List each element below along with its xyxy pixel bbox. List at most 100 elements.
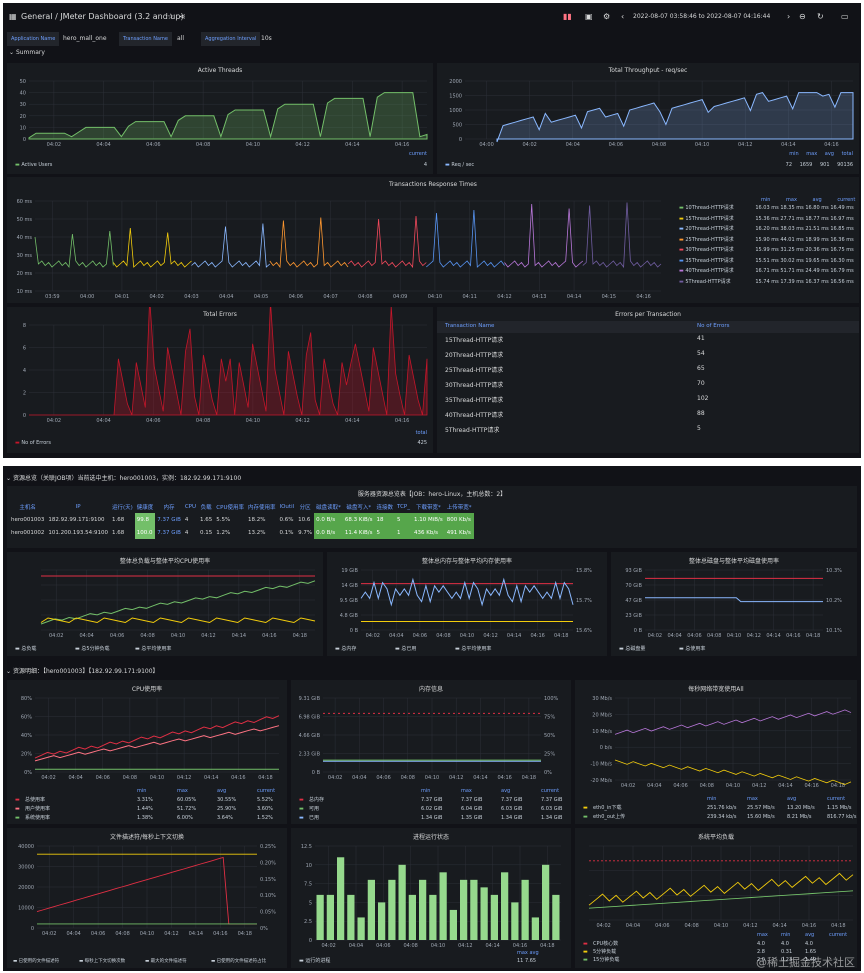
network-panel[interactable]: 每秒网络带宽使用All 30 Mb/s 20 Mb/s 10 Mb/s 0 b/s -1… xyxy=(575,680,857,824)
col-header[interactable]: 主机名 xyxy=(19,504,36,511)
x-tick-label: 04:06 xyxy=(413,633,427,639)
summary-row-toggle[interactable]: ⌄ Summary xyxy=(9,49,45,56)
refresh-icon[interactable]: ↻ xyxy=(817,12,824,21)
total-errors-panel[interactable]: Total Errors 8 6 4 2 0 04:02 04:04 04:06 04:08 04… xyxy=(7,307,433,453)
bar xyxy=(316,894,324,940)
var-transaction-select[interactable]: all xyxy=(177,35,185,42)
dashboards-icon[interactable]: ▦ xyxy=(9,12,17,21)
col-transaction-name[interactable]: Transaction Name xyxy=(445,323,495,329)
detail-row-title[interactable]: ⌄ 资源明细：【hero001003】【182.92.99.171:9100】 xyxy=(6,668,159,675)
y-tick-label: 10 xyxy=(306,863,312,869)
legend-series-item[interactable]: ▬ 20Thread-HTTP请求 16.20 ms 38.03 ms 21.51 m… xyxy=(679,226,854,232)
x-tick-label: 04:12 xyxy=(164,931,178,937)
legend-col-header[interactable]: current xyxy=(408,151,427,157)
col-header[interactable]: 上传带宽* xyxy=(446,504,472,511)
save-icon[interactable]: ▣ xyxy=(585,12,593,21)
col-header[interactable]: 磁盘读取* xyxy=(316,504,341,511)
errors-per-transaction-panel[interactable]: Errors per Transaction Transaction Name … xyxy=(437,307,859,453)
x-tick-label: 04:14 xyxy=(204,775,218,781)
legend-item: ▬ 每秒上下文切换次数 xyxy=(79,957,126,964)
throughput-panel[interactable]: Total Throughput - req/sec 2000 1500 1000 5… xyxy=(437,63,859,174)
y-tick-label: 2.33 GiB xyxy=(299,752,321,758)
y-tick-label: 0 B xyxy=(634,628,643,634)
zoom-out-icon[interactable]: ⊖ xyxy=(799,12,806,21)
total-disk-panel[interactable]: 整体总磁盘与整体平均磁盘使用率 93 GiB 70 GiB 47 GiB 23 GiB… xyxy=(611,552,857,656)
col-header[interactable]: IP xyxy=(75,503,81,510)
legend-series-item[interactable]: ▬ 40Thread-HTTP请求 16.71 ms 51.71 ms 24.49 m… xyxy=(679,268,854,274)
total-load-panel[interactable]: 整体总负载与整体平均CPU使用率 04:02 04:04 04:06 04:08 04:… xyxy=(7,552,323,656)
series-line xyxy=(347,215,427,269)
legend-series-item[interactable]: ▬ 10Thread-HTTP请求 16.03 ms 18.35 ms 16.80 m… xyxy=(679,205,854,211)
legend-item[interactable]: ▬ No of Errors xyxy=(15,440,51,446)
total-memory-panel[interactable]: 整体总内存与整体平均内存使用率 19 GiB 14 GiB 9.5 GiB 4.8 G… xyxy=(327,552,607,656)
col-header[interactable]: CPU xyxy=(184,503,197,510)
legend-series-item[interactable]: ▬ 5Thread-HTTP请求 15.74 ms 17.39 ms 16.37 ms… xyxy=(679,278,854,285)
col-header[interactable]: 内存 xyxy=(163,504,175,511)
y2-tick-label: 15.8% xyxy=(576,568,592,574)
legend-series-item[interactable]: ▬ 25Thread-HTTP请求 15.90 ms 44.01 ms 18.99 m… xyxy=(679,236,854,243)
file-descriptor-panel[interactable]: 文件描述符/每秒上下文切换 40000 30000 20000 10000 0 04:02… xyxy=(7,828,287,968)
col-header[interactable]: 连接数 xyxy=(376,504,394,511)
var-interval-label: Aggregation Interval xyxy=(201,32,261,46)
x-tick-label: 04:08 xyxy=(123,775,137,781)
tv-mode-icon[interactable]: ▭ xyxy=(841,12,849,21)
series-line xyxy=(426,209,505,268)
legend-col-headers[interactable]: min max avg total xyxy=(789,151,853,157)
y-tick-label: 7.5 xyxy=(304,882,312,888)
legend-value: 0.23 xyxy=(781,957,792,963)
col-header[interactable]: CPU使用率 xyxy=(216,504,244,511)
settings-icon[interactable]: ⚙ xyxy=(603,12,611,21)
memory-info-panel[interactable]: 内存信息 9.31 GiB 6.98 GiB 4.66 GiB 2.33 GiB 0 B… xyxy=(291,680,571,824)
legend-series-item[interactable]: ▬ 30Thread-HTTP请求 15.99 ms 31.25 ms 20.36 m… xyxy=(679,247,854,253)
process-state-panel[interactable]: 进程运行状态 12.5 10 7.5 5 2.5 0 04:02 04:04 04:06 04:0… xyxy=(291,828,571,968)
bar xyxy=(460,879,468,940)
col-header[interactable]: 运行(天) xyxy=(111,504,133,511)
col-header[interactable]: 健康度 xyxy=(136,504,154,511)
series-line xyxy=(191,223,271,268)
active-threads-panel[interactable]: Active Threads 50 40 30 20 10 0 04:02 04:04 04:0… xyxy=(7,63,433,174)
x-tick-label: 04:02 xyxy=(41,775,55,781)
system-load-panel[interactable]: 系统平均负载 04:02 04:04 04:06 04:08 04:10 04:12 04:… xyxy=(575,828,857,968)
x-tick-label: 04:16 xyxy=(262,633,276,639)
col-header[interactable]: 分区 xyxy=(299,504,311,511)
y-tick-label: 0% xyxy=(24,770,32,776)
legend-swatch: ▬ xyxy=(15,806,20,812)
var-interval-select[interactable]: 10s xyxy=(261,35,272,42)
breadcrumb[interactable]: General / JMeter Dashboard (3.2 and up) xyxy=(21,12,184,21)
legend-value: 3.60% xyxy=(257,806,273,812)
var-app-name-select[interactable]: hero_mall_one xyxy=(63,35,107,42)
col-no-of-errors[interactable]: No of Errors xyxy=(697,323,730,329)
col-header[interactable]: TCP_ xyxy=(397,503,410,510)
x-tick-label: 04:14 xyxy=(485,943,499,949)
node-exporter-dashboard: ⌄ 资源总览（关联JOB项）当前选中主机：hero001003，实例：182.9… xyxy=(3,466,861,971)
y-tick-label: -10 Mb/s xyxy=(590,762,612,768)
total-load-chart: 04:02 04:04 04:06 04:08 04:10 04:12 04:14 04:16… xyxy=(15,569,316,652)
col-header[interactable]: 下载带宽* xyxy=(415,504,441,511)
time-picker[interactable]: 2022-08-07 03:58:46 to 2022-08-07 04:16:… xyxy=(633,13,771,20)
star-icon[interactable]: ☆ xyxy=(167,12,175,21)
col-header[interactable]: 磁盘写入* xyxy=(346,504,372,511)
legend-col-header: current xyxy=(541,788,559,794)
x-tick-label: 04:15 xyxy=(602,294,616,300)
legend-col-header[interactable]: total xyxy=(415,430,427,436)
legend-swatch: ▬ xyxy=(583,814,588,820)
legend-series-item[interactable]: ▬ 15Thread-HTTP请求 15.36 ms 27.71 ms 18.77 m… xyxy=(679,215,854,222)
response-times-panel[interactable]: Transactions Response Times 60 ms 50 ms 40… xyxy=(7,177,859,303)
share-icon[interactable]: ⋖ xyxy=(179,12,186,21)
add-panel-icon[interactable]: ▮▮ xyxy=(563,12,572,21)
y2-tick-label: 0.15% xyxy=(260,877,276,883)
time-back-icon[interactable]: ‹ xyxy=(621,12,625,21)
legend-series-item[interactable]: ▬ 35Thread-HTTP请求 15.51 ms 30.02 ms 19.65 m… xyxy=(679,257,854,264)
legend-item[interactable]: ▬ Active Users xyxy=(15,162,53,168)
y-tick-label: 20 ms xyxy=(17,271,33,277)
time-forward-icon[interactable]: › xyxy=(787,12,791,21)
col-header[interactable]: 内存使用率 xyxy=(247,504,276,511)
col-header[interactable]: IOutil xyxy=(279,503,295,510)
legend-col-header: min xyxy=(707,796,716,802)
overview-row-title[interactable]: ⌄ 资源总览（关联JOB项）当前选中主机：hero001003，实例：182.9… xyxy=(6,475,242,482)
x-tick-label: 04:12 xyxy=(177,775,191,781)
col-header[interactable]: 负载 xyxy=(200,504,212,511)
series-line xyxy=(112,227,192,268)
legend-item[interactable]: ▬ Req / sec xyxy=(445,162,475,168)
cpu-usage-panel[interactable]: CPU使用率 80% 60% 40% 20% 0% 04:02 04:04 04:06 04:0… xyxy=(7,680,287,824)
